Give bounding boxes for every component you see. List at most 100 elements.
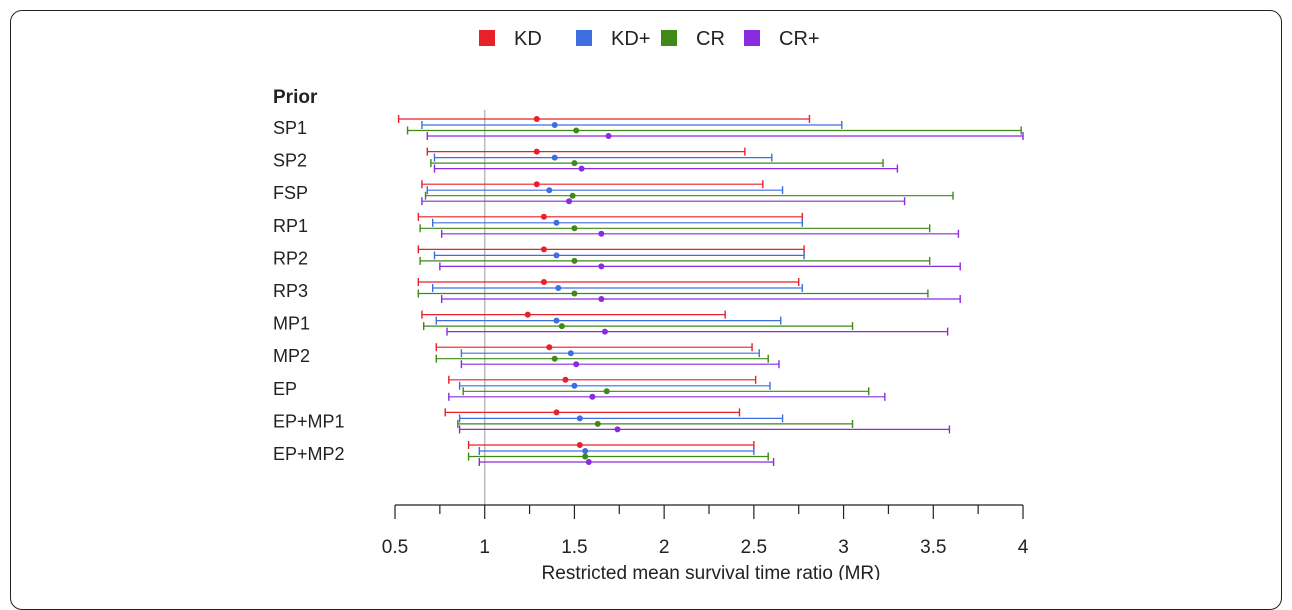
point-estimate [603, 388, 610, 395]
ci-ep-plus-mp1-kd [444, 408, 741, 417]
rows: SP1 SP2 FSP RP1 RP2 RP3 MP1 MP2 EP EP+MP1 EP+MP2 [273, 110, 1024, 505]
legend-swatch-kd-plus [576, 30, 592, 46]
point-estimate [582, 448, 589, 454]
point-estimate [598, 263, 605, 270]
legend-swatch-kd [479, 30, 495, 46]
row-label-ep-plus-mp1: EP+MP1 [273, 411, 345, 431]
ci-rp1-cr [419, 224, 931, 233]
x-tick-label: 1 [479, 537, 490, 558]
point-estimate [551, 355, 558, 362]
ci-ep-cr [462, 387, 870, 396]
point-estimate [614, 426, 621, 433]
point-estimate [576, 442, 583, 448]
point-estimate [553, 409, 560, 416]
ci-ep-plus-mp2-cr-plus [478, 458, 775, 466]
point-estimate [524, 311, 531, 318]
point-estimate [589, 393, 596, 400]
ci-fsp-kd [421, 180, 764, 189]
point-estimate [540, 279, 547, 285]
ci-sp1-kd [397, 115, 811, 123]
ci-ep-plus-mp1-cr [457, 419, 854, 428]
point-estimate [553, 252, 560, 259]
ci-mp2-kd [435, 343, 753, 352]
point-estimate [571, 160, 578, 167]
x-tick-label: 3.5 [920, 537, 946, 558]
ci-rp2-kd-plus [433, 251, 805, 260]
legend-label-cr: CR [696, 28, 725, 50]
ci-ep-plus-mp1-kd-plus [458, 414, 784, 423]
point-estimate [571, 257, 578, 264]
point-estimate [553, 219, 560, 226]
row-label-rp2: RP2 [273, 248, 308, 268]
ci-sp2-kd [426, 147, 746, 156]
point-estimate [555, 285, 562, 291]
legend-label-kd: KD [514, 28, 542, 50]
point-estimate [546, 187, 553, 194]
forest-plot: KD KD+ CR CR+ Prior SP1 SP2 FSP RP1 RP2 RP3 MP1 MP… [273, 28, 1029, 580]
point-estimate [540, 246, 547, 253]
point-estimate [605, 133, 612, 139]
ci-mp2-cr [435, 354, 769, 363]
point-estimate [558, 323, 565, 330]
point-estimate [594, 420, 601, 427]
ci-ep-kd [448, 375, 757, 384]
row-label-ep: EP [273, 379, 297, 399]
ci-sp2-cr-plus [433, 164, 899, 173]
ci-rp1-kd-plus [431, 218, 804, 227]
ci-rp2-cr [419, 256, 931, 265]
ci-mp1-cr [423, 322, 854, 331]
ci-ep-plus-mp2-kd [467, 441, 755, 449]
ci-mp1-cr-plus [446, 327, 949, 336]
ci-fsp-cr [424, 191, 954, 200]
legend-swatch-cr [661, 30, 677, 46]
group-title: Prior [273, 87, 318, 108]
x-tick-label: 4 [1018, 537, 1029, 558]
legend-label-kd-plus: KD+ [611, 28, 650, 50]
point-estimate [571, 382, 578, 389]
ci-rp2-cr-plus [439, 262, 961, 271]
point-estimate [566, 198, 573, 205]
ci-rp3-kd-plus [431, 284, 804, 292]
ci-mp1-kd-plus [435, 316, 782, 325]
legend-swatch-cr-plus [744, 30, 760, 46]
ci-ep-plus-mp2-cr [467, 452, 769, 461]
ci-rp3-cr-plus [440, 295, 961, 303]
row-label-rp1: RP1 [273, 216, 308, 236]
ci-mp1-kd [421, 310, 726, 319]
point-estimate [533, 116, 540, 122]
point-estimate [546, 344, 553, 351]
ci-mp2-kd-plus [460, 349, 760, 358]
point-estimate [571, 290, 578, 297]
point-estimate [562, 376, 569, 383]
point-estimate [553, 317, 560, 324]
ci-ep-plus-mp1-cr-plus [458, 425, 951, 434]
x-tick-label: 2 [659, 537, 670, 558]
x-axis-title: Restricted mean survival time ratio (MR) [542, 563, 881, 580]
ci-sp2-kd-plus [433, 153, 773, 162]
row-label-fsp: FSP [273, 183, 308, 203]
row-label-ep-plus-mp2: EP+MP2 [273, 444, 345, 464]
point-estimate [576, 415, 583, 422]
point-estimate [582, 453, 589, 460]
ci-rp3-cr [417, 289, 929, 298]
ci-sp1-kd-plus [421, 121, 843, 129]
ci-rp1-cr-plus [440, 229, 960, 238]
row-label-mp2: MP2 [273, 346, 310, 366]
point-estimate [578, 165, 585, 172]
x-tick-label: 3 [838, 537, 849, 558]
point-estimate [533, 148, 540, 155]
x-tick-label: 2.5 [741, 537, 767, 558]
ci-rp2-kd [417, 245, 805, 254]
ci-mp2-cr-plus [460, 360, 780, 369]
x-axis: 0.5 1 1.5 2 2.5 3 3.5 4 Restricted mean survival… [382, 504, 1029, 580]
ci-ep-kd-plus [458, 381, 771, 390]
row-label-sp1: SP1 [273, 118, 307, 138]
point-estimate [540, 213, 547, 220]
row-label-rp3: RP3 [273, 281, 308, 301]
x-tick-label: 0.5 [382, 537, 408, 558]
row-label-sp2: SP2 [273, 151, 307, 171]
point-estimate [598, 230, 605, 237]
point-estimate [573, 361, 580, 368]
legend: KD KD+ CR CR+ [479, 28, 820, 50]
point-estimate [567, 350, 574, 357]
